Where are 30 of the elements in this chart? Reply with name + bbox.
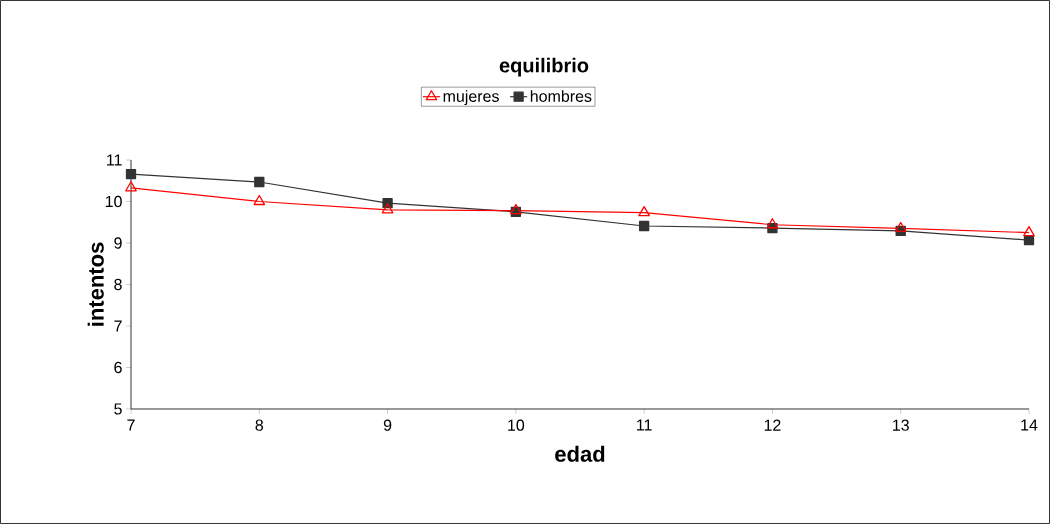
point	[638, 220, 650, 232]
x-tick-label: 10	[508, 419, 525, 431]
point	[381, 203, 394, 214]
point	[766, 218, 779, 229]
x-axis-title: edad	[555, 445, 605, 462]
legend-label: mujeres	[443, 90, 499, 106]
point	[894, 221, 907, 233]
x-tick-label: 13	[893, 419, 909, 431]
chart-title: equilibrio	[499, 57, 589, 77]
legend-label: hombres	[530, 90, 592, 102]
point	[638, 206, 650, 217]
point	[125, 168, 137, 180]
y-tick-label: 6	[114, 361, 122, 374]
y-tick-label: 9	[114, 237, 122, 249]
x-tick-label: 12	[764, 419, 781, 431]
y-tick-label: 8	[114, 278, 122, 291]
point	[1023, 225, 1035, 237]
x-tick-label: 14	[1021, 419, 1038, 431]
y-tick-label: 10	[105, 195, 122, 208]
y-tick-label: 7	[114, 320, 122, 332]
point	[125, 181, 137, 192]
point	[254, 176, 265, 188]
x-tick-label: 9	[383, 419, 392, 431]
point	[253, 194, 266, 206]
y-axis-title: intentos	[87, 242, 104, 326]
y-tick-label: 11	[107, 154, 122, 166]
y-tick-label: 5	[114, 403, 122, 415]
x-tick-label: 11	[637, 419, 652, 431]
x-tick-label: 8	[255, 419, 264, 431]
x-tick-label: 7	[127, 419, 135, 431]
